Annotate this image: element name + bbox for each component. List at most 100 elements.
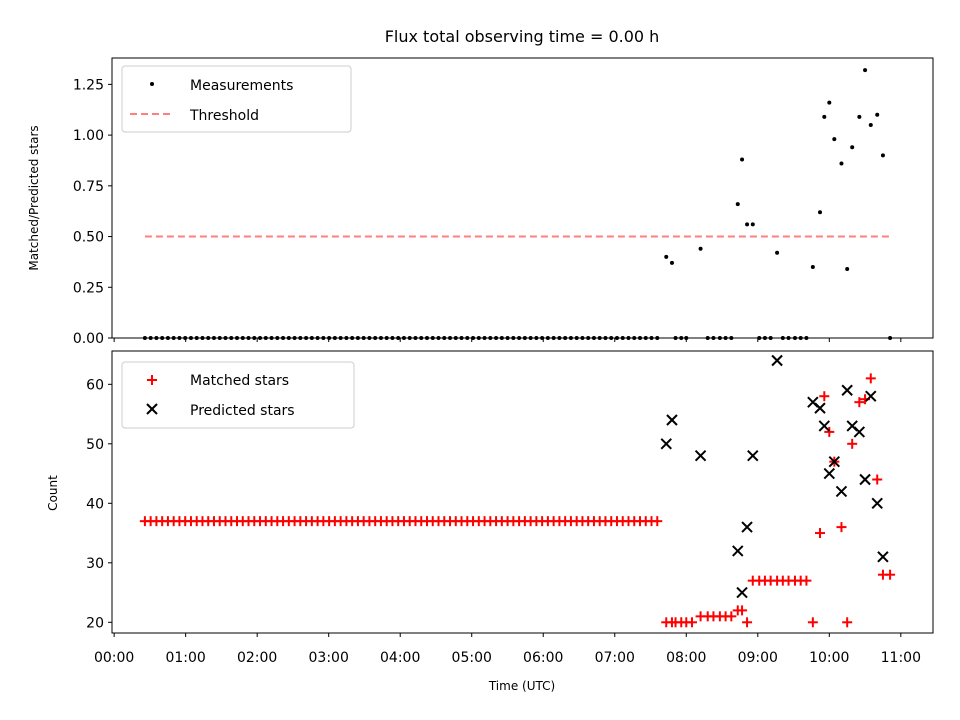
ratio-panel: 0.00 0.25 0.50 0.75 1.00 1.25 Matched/Predict… [27,57,934,347]
x-tick-label: 06:00 [523,650,563,666]
x-tick-label: 11:00 [881,650,921,666]
matched-star-point [815,528,826,539]
x-tick-label: 01:00 [165,650,205,666]
predicted-star-point [666,414,678,426]
predicted-star-point [771,354,783,367]
measurement-point [664,254,669,259]
matched-star-point [836,522,847,533]
x-tick-label: 08:00 [666,650,706,666]
measurement-point [880,153,885,158]
predicted-star-point [835,485,848,498]
measurement-point [827,100,832,105]
measurement-point [818,210,823,215]
x-tick-label: 10:00 [809,650,849,666]
ratio-y-label: Matched/Predicted stars [27,125,41,270]
counts-y-tick-label: 60 [86,377,104,393]
counts-axes-frame [111,350,934,634]
matched-star-point [854,397,865,408]
legend-matched-label: Matched stars [190,373,289,389]
matched-star-point [686,617,697,628]
predicted-star-point [660,438,672,450]
matched-star-point [726,611,737,622]
matched-star-point [824,426,835,437]
counts-panel: 20 30 40 50 60 00:00 01:00 02:00 03:00 04:00 05:0… [46,350,934,666]
ratio-y-tick-label: 1.25 [73,77,104,93]
matched-star-point [801,575,812,586]
predicted-star-point [747,450,759,462]
measurement-point [745,222,750,227]
matched-star-point [652,516,663,527]
predicted-star-point [865,390,877,402]
matched-star-point [819,391,830,402]
matched-star-point [737,605,748,616]
x-tick-label: 05:00 [452,650,492,666]
x-tick-label: 03:00 [309,650,349,666]
counts-y-tick-label: 30 [86,556,104,572]
measurement-point [832,137,837,142]
matched-star-point [847,438,858,449]
measurement-point [810,264,815,269]
x-axis-label: Time (UTC) [488,679,555,693]
measurement-point [875,112,880,117]
matched-star-point [865,373,876,384]
counts-data-layer [139,354,896,628]
predicted-star-point [853,426,866,438]
legend-measurements-label: Measurements [190,78,293,94]
predicted-star-point [732,545,744,557]
matched-star-point [807,617,818,628]
measurement-point [775,250,780,255]
counts-legend-box [121,361,355,429]
x-tick-label: 00:00 [94,650,134,666]
ratio-legend: Measurements Threshold [121,65,352,133]
counts-y-axis: 20 30 40 50 60 [86,377,112,631]
legend-measurements-marker [150,82,154,86]
legend-predicted-marker [146,403,158,415]
ratio-x-ticks [113,338,902,342]
legend-predicted-label: Predicted stars [190,403,295,419]
ratio-y-axis: 0.00 0.25 0.50 0.75 1.00 1.25 [73,77,112,347]
counts-y-label: Count [46,475,60,511]
measurement-point [850,145,855,150]
predicted-star-point [828,455,841,468]
predicted-star-point [818,420,831,432]
legend-matched-marker [147,375,157,385]
predicted-star-point [694,450,707,462]
predicted-star-point [814,402,826,414]
matched-star-point [742,617,753,628]
ratio-y-tick-label: 0.25 [73,280,104,296]
ratio-y-tick-label: 0.00 [73,331,104,347]
measurement-point [698,246,703,251]
counts-x-axis: 00:00 01:00 02:00 03:00 04:00 05:00 06:00 07:00… [94,633,921,666]
measurement-point [845,267,850,272]
ratio-y-tick-label: 0.75 [73,179,104,195]
counts-y-tick-label: 50 [86,437,104,453]
measurement-point [735,202,740,207]
measurement-point [740,157,745,162]
predicted-star-point [871,497,883,510]
predicted-star-point [741,521,753,533]
x-tick-label: 02:00 [237,650,277,666]
measurement-point [750,222,755,227]
legend-threshold-label: Threshold [189,108,259,124]
predicted-star-point [823,467,836,480]
ratio-data-layer [142,68,893,340]
predicted-star-point [859,473,871,486]
measurement-point [822,114,827,119]
x-tick-label: 04:00 [380,650,420,666]
predicted-star-point [841,384,853,396]
predicted-star-point [736,586,748,599]
matched-star-point [885,569,896,580]
figure-title: Flux total observing time = 0.00 h [385,27,660,46]
measurement-point [857,114,862,119]
counts-y-tick-label: 40 [86,496,104,512]
x-tick-label: 09:00 [738,650,778,666]
measurement-point [669,260,674,265]
matched-star-point [842,617,853,628]
measurement-point [863,68,868,73]
ratio-y-tick-label: 0.50 [73,230,104,246]
x-tick-label: 07:00 [595,650,635,666]
ratio-axes-frame [111,57,934,339]
measurement-point [839,161,844,166]
ratio-y-tick-label: 1.00 [73,128,104,144]
